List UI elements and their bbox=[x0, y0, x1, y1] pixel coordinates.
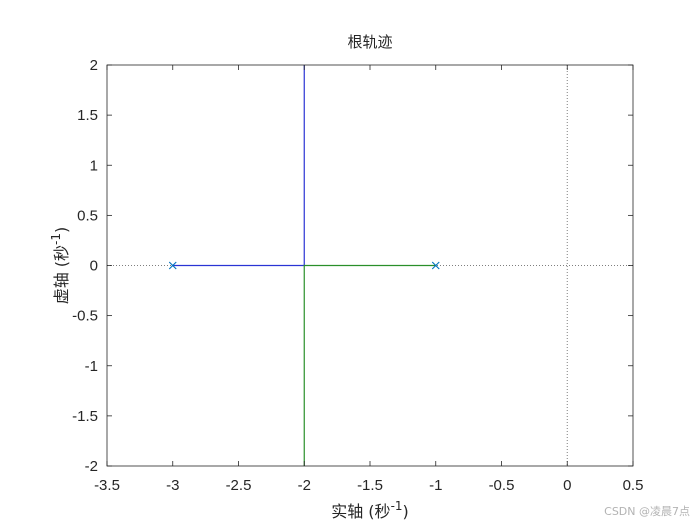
x-tick-label: -3.5 bbox=[94, 477, 120, 494]
x-tick-label: -1.5 bbox=[357, 477, 383, 494]
y-axis-label-close: ) bbox=[52, 227, 71, 233]
x-axis-label-text: 实轴 (秒 bbox=[331, 502, 390, 521]
chart-title: 根轨迹 bbox=[347, 33, 392, 51]
pole-markers bbox=[168, 261, 440, 270]
y-tick-label: -0.5 bbox=[72, 308, 98, 325]
y-tick-label: 1.5 bbox=[77, 107, 98, 124]
y-tick-label: -1 bbox=[85, 358, 98, 375]
y-tick-label: 0 bbox=[90, 258, 98, 275]
y-axis-label-text: 虚轴 (秒 bbox=[52, 245, 71, 304]
x-tick-label: -1 bbox=[429, 477, 442, 494]
x-tick-label: -0.5 bbox=[489, 477, 515, 494]
y-axis-ticks: -2 -1.5 -1 -0.5 0 0.5 1 1.5 2 bbox=[72, 57, 633, 475]
x-axis-label-close: ) bbox=[403, 502, 409, 521]
pole-marker-1 bbox=[168, 261, 177, 270]
series-layer bbox=[172, 65, 436, 466]
y-tick-label: -2 bbox=[85, 458, 98, 475]
y-tick-label: 0.5 bbox=[77, 207, 98, 224]
y-axis-label-exponent: -1 bbox=[49, 233, 63, 245]
x-tick-label: 0 bbox=[563, 477, 571, 494]
x-tick-label: -2 bbox=[298, 477, 311, 494]
x-tick-label: -2.5 bbox=[226, 477, 252, 494]
y-tick-label: 2 bbox=[90, 57, 98, 74]
x-axis-label-exponent: -1 bbox=[391, 499, 403, 513]
x-axis-label: 实轴 (秒-1) bbox=[331, 499, 409, 521]
x-tick-label: -3 bbox=[166, 477, 179, 494]
y-axis-label: 虚轴 (秒-1) bbox=[49, 227, 71, 305]
x-tick-label: 0.5 bbox=[623, 477, 644, 494]
locus-branch-2 bbox=[303, 264, 436, 466]
y-tick-label: 1 bbox=[90, 157, 98, 174]
pole-marker-2 bbox=[431, 261, 440, 270]
watermark: CSDN @凌晨7点 bbox=[604, 504, 690, 518]
x-axis-ticks: -3.5 -3 -2.5 -2 -1.5 -1 -0.5 0 0.5 bbox=[94, 65, 643, 494]
y-tick-label: -1.5 bbox=[72, 408, 98, 425]
